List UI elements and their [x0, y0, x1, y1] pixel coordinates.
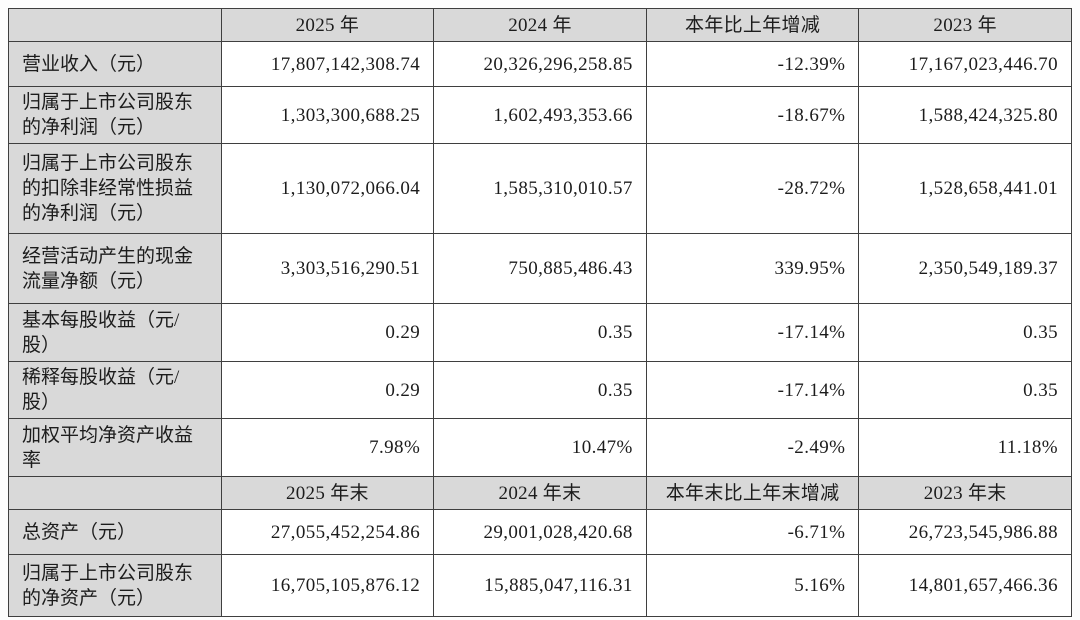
- row-label-net-profit: 归属于上市公司股东的净利润（元）: [8, 86, 222, 144]
- row-operating-cash-flow: 经营活动产生的现金流量净额（元） 3,303,516,290.51 750,88…: [8, 233, 1072, 304]
- total-assets-2025-end: 27,055,452,254.86: [220, 509, 435, 555]
- weighted-avg-roe-change: -2.49%: [645, 418, 860, 477]
- revenue-2024: 20,326,296,258.85: [433, 41, 647, 87]
- col-header-2023-end: 2023 年末: [858, 476, 1072, 510]
- total-assets-2024-end: 29,001,028,420.68: [433, 509, 647, 555]
- row-label-net-assets: 归属于上市公司股东的净资产（元）: [8, 554, 222, 617]
- period-end-header-row: 2025 年末 2024 年末 本年末比上年末增减 2023 年末: [8, 476, 1072, 510]
- basic-eps-2024: 0.35: [433, 303, 647, 362]
- row-diluted-eps: 稀释每股收益（元/股） 0.29 0.35 -17.14% 0.35: [8, 361, 1072, 419]
- net-profit-deducted-2023: 1,528,658,441.01: [858, 143, 1072, 234]
- row-net-assets: 归属于上市公司股东的净资产（元） 16,705,105,876.12 15,88…: [8, 554, 1072, 617]
- revenue-2025: 17,807,142,308.74: [220, 41, 435, 87]
- row-total-assets: 总资产（元） 27,055,452,254.86 29,001,028,420.…: [8, 509, 1072, 555]
- col-header-yoy-change: 本年比上年增减: [645, 8, 860, 42]
- net-profit-2025: 1,303,300,688.25: [220, 86, 435, 144]
- net-profit-deducted-2025: 1,130,072,066.04: [220, 143, 435, 234]
- annual-header-row: 2025 年 2024 年 本年比上年增减 2023 年: [8, 8, 1072, 42]
- row-label-operating-cash-flow: 经营活动产生的现金流量净额（元）: [8, 233, 222, 304]
- net-profit-change: -18.67%: [645, 86, 860, 144]
- net-profit-2023: 1,588,424,325.80: [858, 86, 1072, 144]
- corner-cell-period-end: [8, 476, 222, 510]
- diluted-eps-change: -17.14%: [645, 361, 860, 419]
- net-assets-2025-end: 16,705,105,876.12: [220, 554, 435, 617]
- basic-eps-change: -17.14%: [645, 303, 860, 362]
- revenue-2023: 17,167,023,446.70: [858, 41, 1072, 87]
- row-label-total-assets: 总资产（元）: [8, 509, 222, 555]
- net-assets-2024-end: 15,885,047,116.31: [433, 554, 647, 617]
- diluted-eps-2023: 0.35: [858, 361, 1072, 419]
- row-label-basic-eps: 基本每股收益（元/股）: [8, 303, 222, 362]
- row-label-diluted-eps: 稀释每股收益（元/股）: [8, 361, 222, 419]
- row-label-weighted-avg-roe: 加权平均净资产收益率: [8, 418, 222, 477]
- col-header-2024: 2024 年: [433, 8, 647, 42]
- net-profit-deducted-2024: 1,585,310,010.57: [433, 143, 647, 234]
- net-profit-deducted-change: -28.72%: [645, 143, 860, 234]
- operating-cash-flow-2025: 3,303,516,290.51: [220, 233, 435, 304]
- weighted-avg-roe-2025: 7.98%: [220, 418, 435, 477]
- total-assets-change: -6.71%: [645, 509, 860, 555]
- net-assets-change: 5.16%: [645, 554, 860, 617]
- operating-cash-flow-change: 339.95%: [645, 233, 860, 304]
- revenue-change: -12.39%: [645, 41, 860, 87]
- diluted-eps-2024: 0.35: [433, 361, 647, 419]
- col-header-2025-end: 2025 年末: [220, 476, 435, 510]
- row-weighted-avg-roe: 加权平均净资产收益率 7.98% 10.47% -2.49% 11.18%: [8, 418, 1072, 477]
- row-net-profit-deducted: 归属于上市公司股东的扣除非经常性损益的净利润（元） 1,130,072,066.…: [8, 143, 1072, 234]
- col-header-2025: 2025 年: [220, 8, 435, 42]
- col-header-end-change: 本年末比上年末增减: [645, 476, 860, 510]
- operating-cash-flow-2023: 2,350,549,189.37: [858, 233, 1072, 304]
- row-label-revenue: 营业收入（元）: [8, 41, 222, 87]
- weighted-avg-roe-2024: 10.47%: [433, 418, 647, 477]
- net-assets-2023-end: 14,801,657,466.36: [858, 554, 1072, 617]
- row-basic-eps: 基本每股收益（元/股） 0.29 0.35 -17.14% 0.35: [8, 303, 1072, 362]
- section-annual: 2025 年 2024 年 本年比上年增减 2023 年 营业收入（元） 17,…: [8, 8, 1072, 477]
- net-profit-2024: 1,602,493,353.66: [433, 86, 647, 144]
- col-header-2024-end: 2024 年末: [433, 476, 647, 510]
- col-header-2023: 2023 年: [858, 8, 1072, 42]
- basic-eps-2025: 0.29: [220, 303, 435, 362]
- diluted-eps-2025: 0.29: [220, 361, 435, 419]
- basic-eps-2023: 0.35: [858, 303, 1072, 362]
- weighted-avg-roe-2023: 11.18%: [858, 418, 1072, 477]
- row-label-net-profit-deducted: 归属于上市公司股东的扣除非经常性损益的净利润（元）: [8, 143, 222, 234]
- total-assets-2023-end: 26,723,545,986.88: [858, 509, 1072, 555]
- row-net-profit: 归属于上市公司股东的净利润（元） 1,303,300,688.25 1,602,…: [8, 86, 1072, 144]
- corner-cell: [8, 8, 222, 42]
- operating-cash-flow-2024: 750,885,486.43: [433, 233, 647, 304]
- financial-summary-table: 2025 年 2024 年 本年比上年增减 2023 年 营业收入（元） 17,…: [8, 8, 1072, 617]
- section-period-end: 2025 年末 2024 年末 本年末比上年末增减 2023 年末 总资产（元）…: [8, 476, 1072, 617]
- row-revenue: 营业收入（元） 17,807,142,308.74 20,326,296,258…: [8, 41, 1072, 87]
